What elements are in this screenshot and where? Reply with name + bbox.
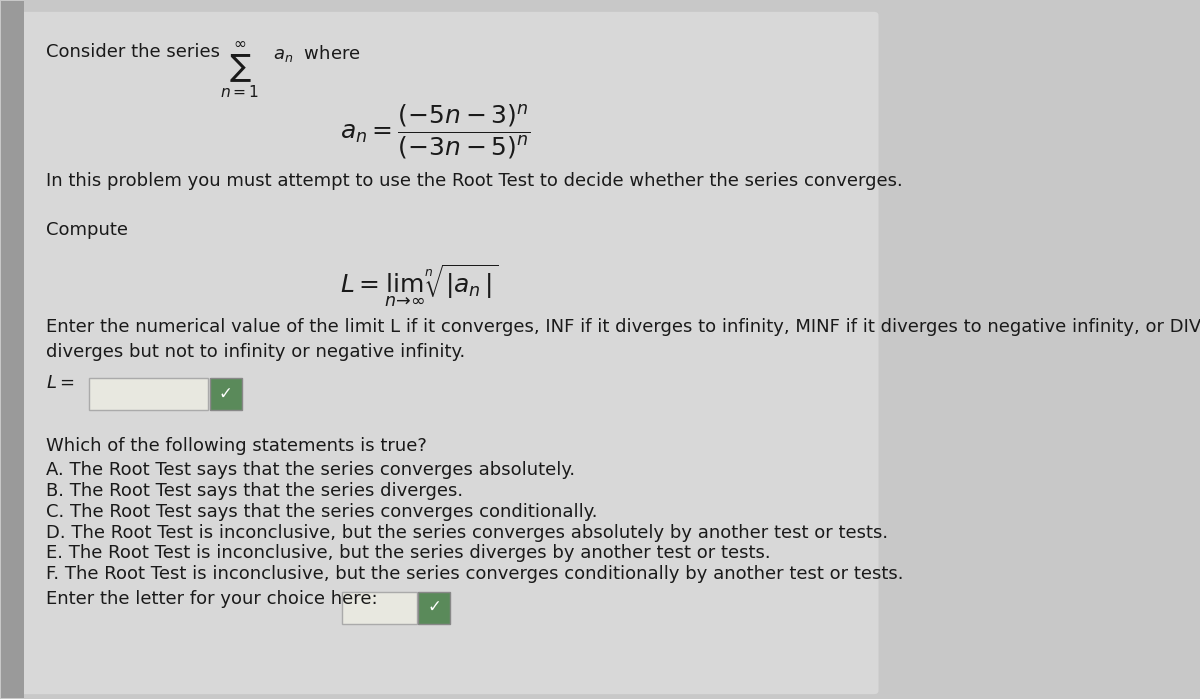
FancyBboxPatch shape (1, 1, 24, 698)
Text: F. The Root Test is inconclusive, but the series converges conditionally by anot: F. The Root Test is inconclusive, but th… (46, 565, 904, 584)
Text: $\sum_{n=1}^{\infty}$: $\sum_{n=1}^{\infty}$ (220, 40, 259, 99)
FancyBboxPatch shape (89, 378, 208, 410)
Text: ✓: ✓ (218, 384, 233, 403)
FancyBboxPatch shape (342, 592, 418, 624)
Text: E. The Root Test is inconclusive, but the series diverges by another test or tes: E. The Root Test is inconclusive, but th… (46, 545, 770, 563)
Text: Enter the numerical value of the limit L if it converges, INF if it diverges to : Enter the numerical value of the limit L… (46, 318, 1200, 336)
FancyBboxPatch shape (210, 378, 242, 410)
Text: $L =$: $L =$ (46, 374, 74, 392)
FancyBboxPatch shape (14, 12, 878, 694)
Text: $a_n$  where: $a_n$ where (272, 43, 361, 64)
Text: Enter the letter for your choice here:: Enter the letter for your choice here: (46, 590, 378, 607)
Text: A. The Root Test says that the series converges absolutely.: A. The Root Test says that the series co… (46, 461, 575, 479)
Text: Which of the following statements is true?: Which of the following statements is tru… (46, 437, 427, 454)
Text: B. The Root Test says that the series diverges.: B. The Root Test says that the series di… (46, 482, 463, 500)
Text: D. The Root Test is inconclusive, but the series converges absolutely by another: D. The Root Test is inconclusive, but th… (46, 524, 888, 542)
Text: $a_n = \dfrac{(-5n-3)^n}{(-3n-5)^n}$: $a_n = \dfrac{(-5n-3)^n}{(-3n-5)^n}$ (340, 102, 530, 161)
Text: ✓: ✓ (427, 598, 442, 616)
Text: In this problem you must attempt to use the Root Test to decide whether the seri: In this problem you must attempt to use … (46, 172, 902, 190)
Text: C. The Root Test says that the series converges conditionally.: C. The Root Test says that the series co… (46, 503, 598, 521)
Text: Consider the series: Consider the series (46, 43, 220, 61)
FancyBboxPatch shape (418, 592, 450, 624)
Text: diverges but not to infinity or negative infinity.: diverges but not to infinity or negative… (46, 343, 466, 361)
Text: Compute: Compute (46, 221, 128, 238)
Text: $L = \lim_{n \to \infty} \sqrt[n]{|a_n|}$: $L = \lim_{n \to \infty} \sqrt[n]{|a_n|}… (340, 262, 498, 310)
